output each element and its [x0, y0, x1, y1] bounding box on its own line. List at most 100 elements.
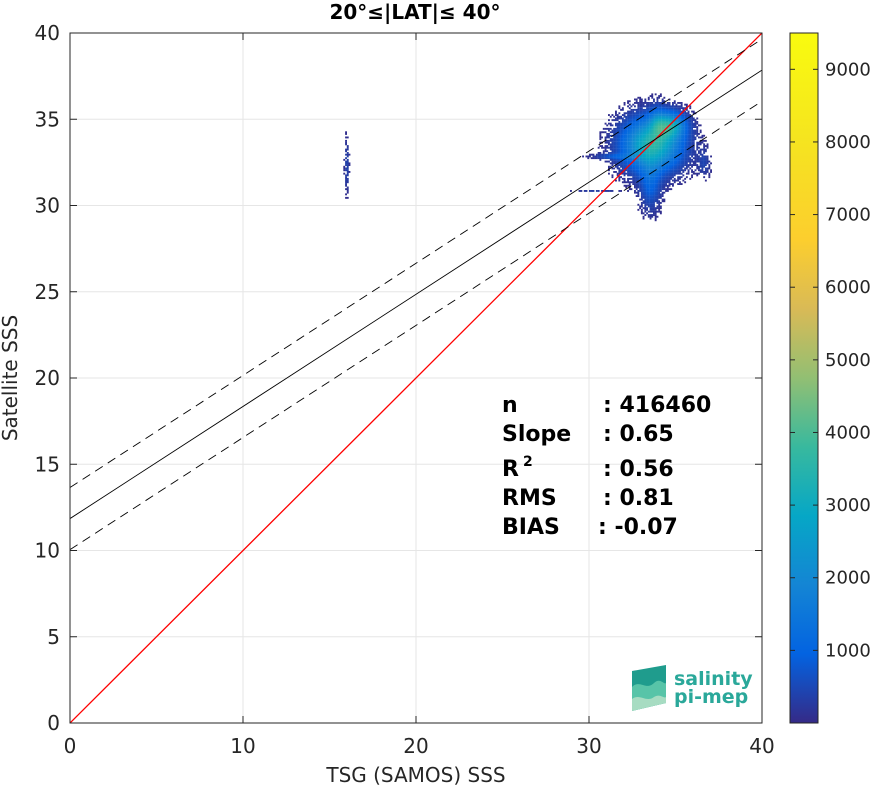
- density-cell: [346, 145, 349, 147]
- density-cell: [348, 164, 351, 166]
- density-cell: [632, 162, 635, 165]
- density-cell: [644, 136, 647, 139]
- density-cell: [627, 138, 629, 141]
- density-cell: [644, 210, 647, 213]
- density-cell: [654, 165, 657, 168]
- density-cell: [632, 146, 635, 149]
- density-cell: [672, 139, 674, 142]
- density-cell: [701, 139, 704, 142]
- density-cell: [699, 131, 702, 134]
- density-cell: [646, 198, 648, 201]
- density-cell: [668, 176, 671, 179]
- density-cell: [656, 155, 659, 158]
- density-cell: [602, 153, 605, 156]
- density-cell: [696, 158, 699, 161]
- density-cell: [618, 129, 621, 132]
- density-cell: [642, 207, 645, 210]
- density-cell: [658, 177, 661, 180]
- density-cell: [665, 165, 667, 168]
- density-cell: [661, 126, 664, 128]
- density-cell: [668, 143, 671, 146]
- density-cell: [637, 169, 640, 172]
- density-cell: [666, 108, 669, 111]
- density-cell: [623, 167, 626, 170]
- density-cell: [658, 114, 661, 116]
- density-cell: [630, 152, 633, 154]
- density-cell: [618, 117, 621, 120]
- density-cell: [685, 122, 688, 125]
- density-cell: [680, 155, 683, 158]
- density-cell: [647, 108, 650, 111]
- density-cell: [634, 160, 636, 163]
- density-cell: [613, 131, 616, 134]
- density-cell: [611, 176, 614, 179]
- density-cell: [616, 150, 619, 153]
- density-cell: [653, 200, 655, 203]
- density-cell: [682, 129, 685, 132]
- density-cell: [346, 146, 349, 149]
- density-cell: [692, 134, 695, 137]
- density-cell: [658, 107, 661, 110]
- density-cell: [634, 136, 636, 139]
- density-cell: [628, 174, 631, 177]
- density-cell: [628, 119, 631, 122]
- density-cell: [656, 129, 659, 132]
- density-cell: [651, 115, 654, 118]
- density-cell: [699, 171, 702, 173]
- density-cell: [651, 186, 654, 189]
- density-cell: [684, 158, 687, 161]
- density-cell: [608, 169, 610, 172]
- density-cell: [651, 112, 654, 115]
- density-cell: [642, 193, 645, 196]
- density-cell: [651, 207, 654, 210]
- density-cell: [604, 136, 607, 139]
- density-cell: [639, 121, 642, 123]
- density-cell: [616, 134, 619, 137]
- density-cell: [665, 121, 667, 123]
- density-cell: [685, 152, 688, 154]
- density-cell: [646, 141, 648, 144]
- density-cell: [649, 202, 652, 204]
- density-cell: [639, 124, 642, 127]
- density-cell: [346, 167, 349, 170]
- density-cell: [647, 188, 650, 191]
- density-cell: [656, 215, 659, 218]
- density-cell: [647, 127, 650, 130]
- density-cell: [696, 160, 699, 163]
- density-cell: [673, 169, 676, 172]
- density-cell: [659, 186, 662, 189]
- density-cell: [599, 145, 602, 147]
- density-cell: [704, 171, 707, 173]
- density-cell: [642, 176, 645, 179]
- density-cell: [679, 112, 681, 115]
- density-cell: [684, 145, 687, 147]
- density-cell: [689, 124, 692, 127]
- density-cell: [653, 203, 655, 206]
- density-cell: [637, 150, 640, 153]
- density-cell: [653, 148, 655, 151]
- density-cell: [644, 200, 647, 203]
- density-cell: [642, 145, 645, 147]
- density-cell: [687, 112, 690, 115]
- density-cell: [634, 133, 636, 135]
- density-cell: [685, 145, 688, 147]
- density-cell: [613, 139, 616, 142]
- density-cell: [647, 195, 650, 197]
- density-cell: [640, 157, 643, 160]
- density-cell: [628, 172, 631, 175]
- density-cell: [691, 141, 693, 144]
- density-cell: [685, 112, 688, 115]
- density-cell: [630, 108, 633, 111]
- density-cell: [635, 114, 638, 116]
- density-cell: [647, 139, 650, 142]
- density-cell: [627, 177, 629, 180]
- density-cell: [611, 139, 614, 142]
- density-cell: [608, 172, 610, 175]
- density-cell: [608, 167, 610, 170]
- density-cell: [618, 171, 621, 173]
- density-cell: [703, 172, 706, 175]
- density-cell: [656, 183, 659, 185]
- density-cell: [692, 112, 695, 115]
- density-cell: [616, 165, 619, 168]
- density-cell: [620, 164, 622, 166]
